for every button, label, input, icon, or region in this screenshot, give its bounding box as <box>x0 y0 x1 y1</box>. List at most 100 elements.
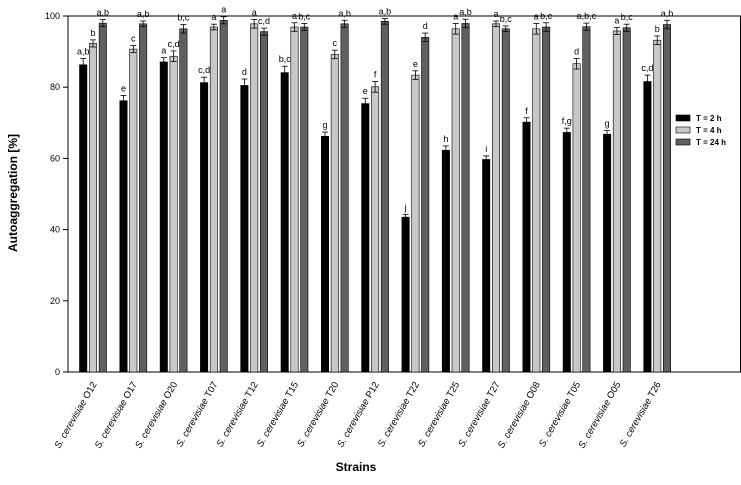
significance-label: a <box>292 11 297 21</box>
bar-t-2-h-4 <box>240 85 249 373</box>
bar-t-24-h-11 <box>542 26 551 373</box>
bar-t-4-h-0 <box>89 43 98 373</box>
bar-t-4-h-9 <box>451 28 460 373</box>
significance-label: b <box>90 28 95 38</box>
significance-label: a <box>453 11 458 21</box>
legend-entry: T = 2 h <box>696 114 722 123</box>
significance-label: f <box>525 106 528 116</box>
bar-t-24-h-6 <box>340 23 349 373</box>
significance-label: c,d <box>641 63 653 73</box>
strain-code: O12 <box>81 380 100 401</box>
x-tick-label: S. cerevisiae T25 <box>416 380 462 449</box>
significance-label: b,c <box>298 11 311 21</box>
significance-label: c,d <box>168 39 180 49</box>
bar-t-2-h-11 <box>522 121 531 373</box>
significance-label: a,b <box>338 8 351 18</box>
significance-label: f <box>374 70 377 80</box>
x-axis-title: Strains <box>336 460 377 474</box>
bar-t-4-h-3 <box>209 26 218 373</box>
bar-t-24-h-14 <box>662 24 671 373</box>
x-tick-label: S. cerevisiae T26 <box>618 380 664 449</box>
x-tick-label: S. cerevisiae T07 <box>174 380 220 449</box>
x-tick-label: S. cerevisiae O05 <box>576 380 623 450</box>
species-name: S. cerevisiae <box>255 394 293 449</box>
x-tick-label: S. cerevisiae O12 <box>53 380 100 450</box>
bar-t-4-h-1 <box>129 48 138 373</box>
bar-t-2-h-3 <box>200 82 209 373</box>
bar-t-2-h-14 <box>643 81 652 373</box>
bar-t-2-h-0 <box>79 64 88 373</box>
strain-code: T26 <box>646 380 664 400</box>
bar-t-4-h-7 <box>371 86 380 373</box>
strain-code: O17 <box>121 380 140 401</box>
species-name: S. cerevisiae <box>133 396 171 451</box>
significance-label: e <box>413 59 418 69</box>
significance-label: g <box>605 119 610 129</box>
species-name: S. cerevisiae <box>496 396 534 451</box>
legend-swatch <box>675 138 691 146</box>
x-tick-label: S. cerevisiae O17 <box>93 380 140 450</box>
strain-code: T12 <box>243 380 261 400</box>
significance-label: e <box>363 86 368 96</box>
bar-t-2-h-10 <box>482 159 491 373</box>
significance-label: b,c <box>621 12 634 22</box>
x-tick-label: S. cerevisiae T05 <box>537 380 583 449</box>
species-name: S. cerevisiae <box>295 394 333 449</box>
significance-label: a <box>493 9 498 19</box>
significance-label: b,c <box>279 54 292 64</box>
significance-label: h <box>443 134 448 144</box>
y-tick-label: 100 <box>45 11 60 21</box>
x-tick-label: S. cerevisiae O20 <box>133 380 180 450</box>
strain-code: T15 <box>283 380 301 400</box>
significance-label: d <box>423 21 428 31</box>
bar-t-4-h-14 <box>653 39 662 373</box>
x-tick-label: S. cerevisiae T12 <box>215 380 261 449</box>
species-name: S. cerevisiae <box>618 394 656 449</box>
x-tick-label: S. cerevisiae T20 <box>295 380 341 449</box>
significance-label: c,d <box>258 16 270 26</box>
bar-t-2-h-2 <box>159 61 168 373</box>
significance-label: a <box>252 8 257 18</box>
y-tick-label: 0 <box>55 367 60 377</box>
strain-code: T27 <box>485 380 503 400</box>
bar-t-2-h-1 <box>119 100 128 373</box>
bar-t-24-h-1 <box>139 23 148 373</box>
strain-code: T07 <box>203 380 221 400</box>
bar-t-4-h-5 <box>290 26 299 373</box>
bar-t-4-h-6 <box>330 54 339 373</box>
legend-swatch <box>675 126 691 134</box>
x-tick-label: S. cerevisiae O08 <box>496 380 543 450</box>
bar-t-4-h-12 <box>572 63 581 373</box>
strain-code: T25 <box>445 380 463 400</box>
significance-label: f,g <box>562 116 572 126</box>
significance-label: b,c <box>500 14 513 24</box>
bar-t-2-h-6 <box>320 136 329 373</box>
bar-t-4-h-4 <box>250 23 259 373</box>
species-name: S. cerevisiae <box>376 394 414 449</box>
significance-label: a,b <box>77 46 90 56</box>
significance-label: a <box>614 15 619 25</box>
significance-label: b,c <box>540 11 553 21</box>
bar-t-24-h-2 <box>179 28 188 373</box>
significance-label: e <box>121 83 126 93</box>
significance-label: a <box>161 46 166 56</box>
bar-t-24-h-3 <box>219 19 228 373</box>
bar-t-2-h-5 <box>280 72 289 373</box>
legend-entry: T = 24 h <box>696 138 726 147</box>
bar-t-24-h-8 <box>421 37 430 373</box>
x-tick-label: S. cerevisiae P12 <box>335 380 381 450</box>
strain-code: T20 <box>324 380 342 400</box>
y-tick-label: 40 <box>50 225 60 235</box>
x-tick-label: S. cerevisiae T15 <box>255 380 301 449</box>
significance-label: a <box>211 12 216 22</box>
significance-label: c <box>131 34 136 44</box>
significance-label: b,c <box>177 13 190 23</box>
species-name: S. cerevisiae <box>456 394 494 449</box>
legend-swatch <box>675 114 691 122</box>
bar-t-2-h-7 <box>361 103 370 373</box>
strain-code: O20 <box>162 380 181 401</box>
strain-code: O08 <box>524 380 543 401</box>
significance-label: c,d <box>198 65 210 75</box>
bar-t-2-h-12 <box>562 132 571 373</box>
